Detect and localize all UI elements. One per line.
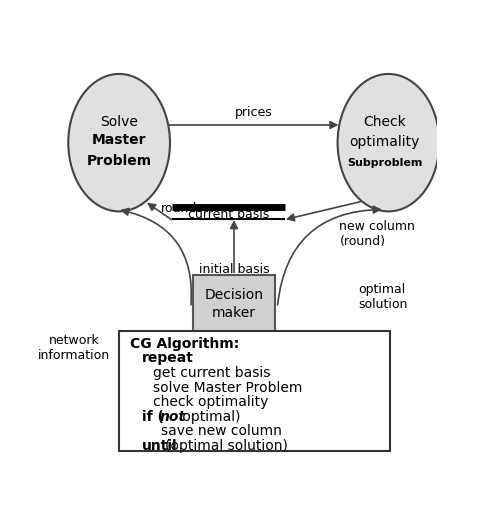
Text: optimal): optimal)	[177, 409, 240, 423]
Text: Master: Master	[92, 132, 146, 147]
Text: rounds: rounds	[160, 202, 203, 214]
Text: initial basis: initial basis	[199, 263, 269, 275]
Ellipse shape	[338, 75, 439, 212]
Text: optimal
solution: optimal solution	[358, 282, 408, 310]
Text: CG Algorithm:: CG Algorithm:	[130, 336, 240, 350]
Ellipse shape	[68, 75, 170, 212]
Text: network
information: network information	[38, 333, 110, 361]
Text: optimality: optimality	[349, 134, 420, 149]
Text: (optimal solution): (optimal solution)	[165, 438, 288, 452]
Text: Solve: Solve	[100, 115, 138, 129]
Text: new column
(round): new column (round)	[339, 220, 416, 248]
Text: current basis: current basis	[188, 208, 269, 220]
Text: repeat: repeat	[142, 351, 193, 365]
Text: Decision: Decision	[205, 287, 263, 301]
Text: until: until	[142, 438, 177, 452]
Text: solve Master Problem: solve Master Problem	[153, 380, 302, 394]
FancyBboxPatch shape	[119, 331, 390, 451]
Text: prices: prices	[235, 105, 273, 119]
Text: Check: Check	[364, 115, 406, 129]
Text: Subproblem: Subproblem	[347, 158, 422, 168]
Text: get current basis: get current basis	[153, 365, 270, 379]
Text: Problem: Problem	[87, 154, 152, 168]
Text: maker: maker	[212, 306, 256, 320]
Text: save new column: save new column	[160, 423, 281, 437]
Text: not: not	[160, 409, 186, 423]
FancyBboxPatch shape	[192, 276, 276, 332]
Text: check optimality: check optimality	[153, 394, 268, 408]
Text: if (: if (	[142, 409, 164, 423]
